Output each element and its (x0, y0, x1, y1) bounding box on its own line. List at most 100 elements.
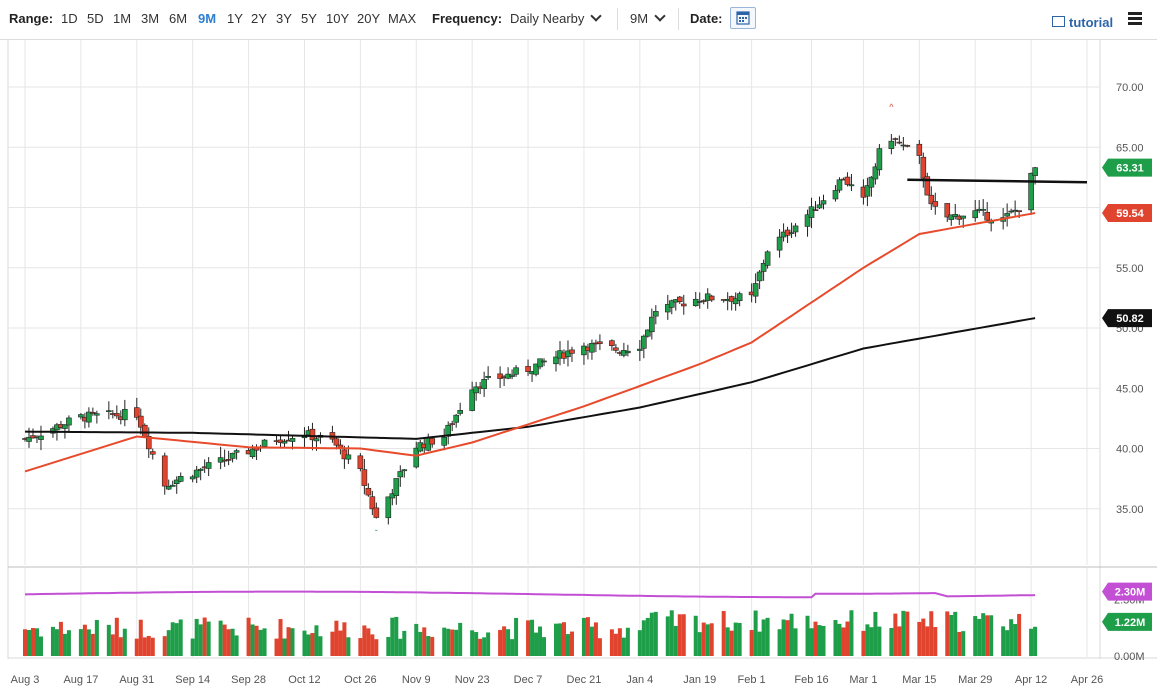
candle-body (429, 438, 436, 445)
range-button-10y[interactable]: 10Y (326, 11, 350, 26)
period-dropdown[interactable]: 9M (630, 10, 666, 26)
volume-bar (621, 637, 626, 656)
volume-bar (569, 631, 574, 656)
volume-bar (1033, 626, 1038, 656)
x-tick-label: Aug 3 (11, 674, 40, 686)
volume-bar (50, 626, 55, 656)
range-button-max[interactable]: MAX (388, 11, 417, 26)
range-button-5d[interactable]: 5D (87, 11, 104, 26)
chevron-down-icon (654, 10, 666, 22)
resistance-line (907, 178, 1088, 184)
x-tick-label: Nov 9 (402, 674, 431, 686)
ma-50-label-bg (1102, 204, 1152, 223)
candlesticks (22, 134, 1038, 525)
calendar-button[interactable] (730, 7, 756, 29)
x-tick-label: Jan 19 (683, 674, 716, 686)
candle-body (401, 469, 408, 472)
tutorial-link[interactable]: tutorial (1069, 15, 1114, 30)
candle-body (94, 413, 100, 416)
candle-body (776, 236, 783, 251)
candle-body (229, 452, 236, 459)
x-tick-label: Feb 1 (738, 674, 766, 686)
ma-50-label-text: 59.54 (1116, 208, 1144, 220)
candle-body (341, 449, 348, 460)
volume-bar (374, 639, 379, 656)
candle-body (756, 271, 763, 282)
volume-bar (581, 617, 586, 656)
candle-body (249, 448, 256, 458)
candle-body (1008, 210, 1014, 213)
ma-200-label: 50.82 (1102, 309, 1152, 328)
y-tick-label: 65.00 (1116, 142, 1144, 154)
range-button-2y[interactable]: 2Y (251, 11, 267, 26)
volume-bar (809, 628, 814, 656)
candle-body (169, 484, 176, 487)
volume-bar (82, 624, 87, 656)
y-tick-label: 55.00 (1116, 263, 1144, 275)
range-button-5y[interactable]: 5Y (301, 11, 317, 26)
range-button-3m[interactable]: 3M (141, 11, 160, 26)
candle-body (952, 214, 959, 218)
volume-bar (554, 623, 558, 656)
volume-ma-label-text: 2.30M (1115, 587, 1146, 599)
volume-bar (166, 630, 171, 656)
hamburger-menu-icon[interactable] (1128, 12, 1142, 26)
volume-ma-label-bg (1102, 582, 1152, 601)
chart-toolbar: Range: 1D 5D 1M 3M 6M 9M 1Y 2Y 3Y 5Y 10Y 20Y MAX Fre… (0, 0, 1157, 40)
x-axis: Aug 3 Aug 17 Aug 31 Sep 14 Sep 28 Oct 12 Oct 2… (11, 674, 1104, 686)
candle-body (373, 507, 380, 518)
candle-body (38, 435, 44, 440)
volume-bar (789, 613, 794, 656)
candle-body (944, 203, 951, 218)
candle-body (668, 300, 675, 308)
volume-bar (230, 628, 235, 656)
candle-body (948, 214, 955, 220)
volume-bar (94, 619, 99, 656)
range-button-1d[interactable]: 1D (61, 11, 78, 26)
candle-body (788, 232, 795, 235)
volume-bar (637, 630, 642, 656)
price-labels: 63.31 59.54 50.82 (1102, 158, 1152, 328)
volume-bar (454, 629, 459, 656)
range-button-6m[interactable]: 6M (169, 11, 188, 26)
candle-body (541, 360, 547, 363)
x-tick-label: Aug 17 (63, 674, 98, 686)
volume-bar (34, 628, 39, 656)
candle-body (361, 469, 368, 486)
volume-bar (949, 614, 954, 656)
volume-bar (945, 611, 950, 656)
range-button-1m[interactable]: 1M (113, 11, 132, 26)
candle-body (649, 316, 655, 333)
candle-body (932, 201, 939, 207)
volume-bar (641, 620, 646, 656)
frequency-dropdown[interactable]: Daily Nearby (510, 10, 603, 26)
candle-body (625, 350, 631, 354)
volume-bar (849, 610, 854, 656)
volume-bar (757, 631, 762, 656)
x-tick-label: Feb 16 (794, 674, 828, 686)
range-button-20y[interactable]: 20Y (357, 11, 381, 26)
candle-body (896, 141, 903, 144)
candle-body (453, 414, 459, 423)
divider (617, 8, 618, 30)
volume-bar (933, 627, 938, 656)
range-button-9m[interactable]: 9M (198, 11, 217, 26)
volume-bar (390, 617, 395, 656)
volume-bar (665, 616, 670, 656)
candle-body (736, 293, 743, 301)
volume-bar (681, 614, 686, 656)
volume-moving-average-line (24, 590, 1036, 599)
candle-body (808, 206, 815, 218)
candle-body (189, 476, 196, 480)
range-button-3y[interactable]: 3Y (276, 11, 292, 26)
candle-body (106, 410, 112, 412)
x-tick-label: Mar 15 (902, 674, 936, 686)
range-button-1y[interactable]: 1Y (227, 11, 243, 26)
candle-body (313, 438, 320, 442)
candle-body (553, 356, 559, 365)
volume-bar (989, 615, 994, 656)
range-label: Range: (9, 11, 54, 26)
candle-body (289, 438, 296, 442)
last-price-label-bg (1102, 158, 1152, 177)
candle-body (1028, 172, 1034, 211)
